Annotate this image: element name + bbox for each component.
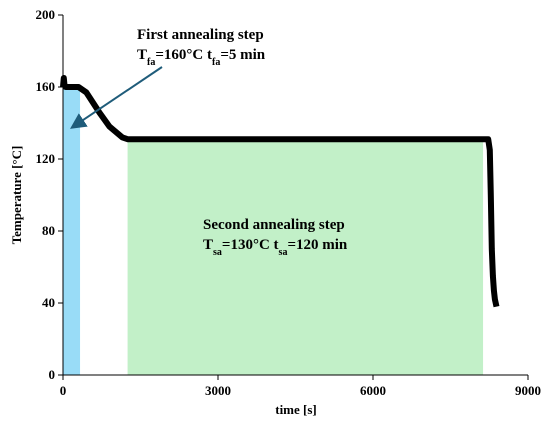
x-tick-label: 0 (60, 383, 67, 398)
annotations: First annealing step Tfa=160°C tfa=5 min… (137, 27, 348, 258)
annotation-text-part: =130°C t (222, 237, 279, 253)
annotation-subscript: fa (212, 57, 220, 68)
x-axis-label: time [s] (275, 402, 317, 417)
y-tick-label: 80 (42, 223, 55, 238)
annotation-subscript: sa (213, 247, 222, 258)
y-tick-label: 200 (36, 7, 56, 22)
first-step-title: First annealing step (137, 27, 264, 43)
annotation-subscript: sa (279, 247, 288, 258)
tick-labels: 0 40 80 120 160 200 0 3000 6000 9000 (36, 7, 542, 398)
first-step-params: Tfa=160°C tfa=5 min (137, 47, 266, 68)
first-step-region (63, 87, 81, 375)
series-layer (60, 75, 500, 308)
axes (58, 14, 529, 380)
annotation-arrow (70, 66, 163, 129)
x-tick-label: 6000 (360, 383, 386, 398)
annotation-text-part: =160°C t (155, 47, 212, 63)
y-axis-label: Temperature [°C] (9, 146, 24, 245)
second-step-params: Tsa=130°C tsa=120 min (203, 237, 348, 258)
annotation-subscript: fa (147, 57, 155, 68)
x-tick-label: 3000 (205, 383, 231, 398)
y-tick-label: 160 (36, 79, 56, 94)
second-step-region (127, 139, 484, 375)
y-tick-label: 0 (49, 367, 56, 382)
temperature-series-line (60, 75, 500, 308)
annotation-text-part: T (137, 47, 147, 63)
annotation-text-part: T (203, 237, 213, 253)
y-tick-label: 40 (42, 295, 55, 310)
annotation-text-part: =5 min (220, 47, 265, 63)
annotation-arrow-group (70, 66, 163, 129)
annotation-text-part: =120 min (287, 237, 347, 253)
second-step-title: Second annealing step (203, 217, 345, 233)
y-tick-label: 120 (36, 151, 56, 166)
x-tick-label: 9000 (515, 383, 541, 398)
shaded-regions (63, 87, 484, 375)
